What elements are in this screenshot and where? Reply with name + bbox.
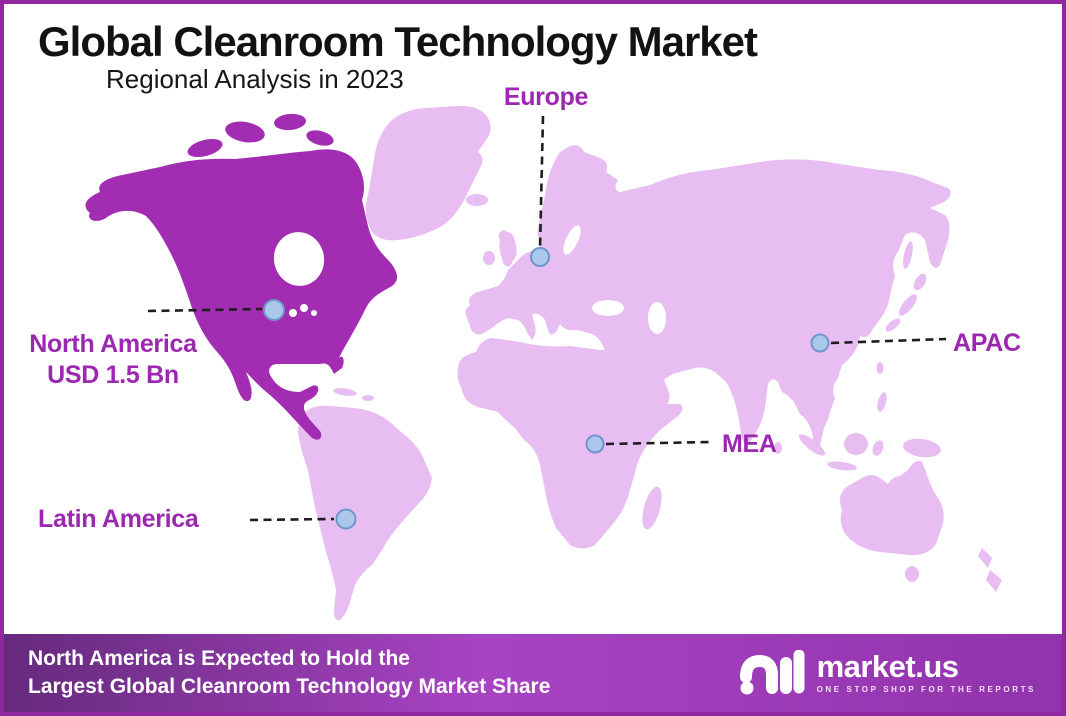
map-arctic-island-4 <box>306 130 334 146</box>
map-great-lake-1 <box>289 309 297 317</box>
map-sumatra <box>799 434 825 456</box>
map-java <box>827 461 857 471</box>
leader-line-mea <box>605 440 714 446</box>
region-label-mea: MEA <box>722 430 777 458</box>
map-north-america <box>85 149 398 440</box>
marker-mea <box>585 434 605 454</box>
marker-north-america <box>263 299 285 321</box>
region-label-north-america-name: North America <box>29 330 197 358</box>
footer-headline-line2: Largest Global Cleanroom Technology Mark… <box>28 675 551 698</box>
map-new-zealand-north <box>978 548 992 568</box>
map-arctic-island-3 <box>274 113 306 131</box>
leader-line-apac <box>830 337 947 345</box>
region-label-apac: APAC <box>953 329 1021 357</box>
region-label-europe: Europe <box>503 83 589 111</box>
map-borneo <box>844 433 868 455</box>
map-cuba <box>333 388 357 396</box>
leader-line-latin-america <box>249 517 335 522</box>
map-sulawesi <box>872 440 884 456</box>
map-africa <box>457 338 683 549</box>
region-label-latin-america: Latin America <box>38 505 199 533</box>
leader-line-europe <box>538 115 545 250</box>
map-baffin-island <box>315 149 355 181</box>
map-australia <box>840 461 944 556</box>
map-japan-north <box>913 273 927 291</box>
page-subtitle: Regional Analysis in 2023 <box>106 64 404 94</box>
footer-headline-line1: North America is Expected to Hold the <box>28 647 410 670</box>
map-arctic-island-1 <box>187 138 223 158</box>
map-sri-lanka <box>774 442 782 454</box>
map-black-sea <box>592 300 624 316</box>
marketus-logo-text: market.us ONE STOP SHOP FOR THE REPORTS <box>816 649 1036 694</box>
region-label-north-america: North America USD 1.5 Bn <box>10 329 216 391</box>
map-sakhalin <box>903 241 913 269</box>
map-great-lake-2 <box>300 304 308 312</box>
map-japan-main <box>899 294 917 316</box>
map-taiwan <box>876 362 884 374</box>
map-tasmania <box>905 566 919 582</box>
map-ireland <box>483 251 495 265</box>
map-hudson-bay <box>273 232 325 286</box>
map-baltic-sea <box>563 225 581 255</box>
map-philippines <box>877 392 887 412</box>
map-britain <box>498 230 517 267</box>
map-greenland <box>365 105 491 241</box>
footer-headline: North America is Expected to Hold the La… <box>28 645 550 701</box>
map-hispaniola <box>362 395 374 401</box>
marketus-logo: market.us ONE STOP SHOP FOR THE REPORTS <box>739 650 1036 696</box>
marker-apac <box>810 333 830 353</box>
map-eurasia <box>465 145 951 449</box>
page-title: Global Cleanroom Technology Market <box>38 18 758 65</box>
map-madagascar <box>642 486 662 530</box>
map-south-america <box>298 405 432 621</box>
marketus-logo-name: market.us <box>816 649 959 684</box>
map-new-guinea <box>903 438 941 458</box>
marketus-logo-tagline: ONE STOP SHOP FOR THE REPORTS <box>816 685 1036 694</box>
leader-line-north-america <box>147 307 263 313</box>
map-arctic-island-2 <box>225 121 265 143</box>
marker-europe <box>530 247 550 267</box>
marketus-logo-icon <box>739 650 805 695</box>
footer-bar: North America is Expected to Hold the La… <box>4 634 1062 712</box>
map-caspian-sea <box>648 302 666 334</box>
region-label-north-america-value: USD 1.5 Bn <box>47 361 179 389</box>
map-japan-south <box>885 318 901 332</box>
map-great-lake-3 <box>311 310 317 316</box>
map-iceland <box>466 194 488 206</box>
marker-latin-america <box>335 508 357 530</box>
map-new-zealand-south <box>986 570 1002 592</box>
